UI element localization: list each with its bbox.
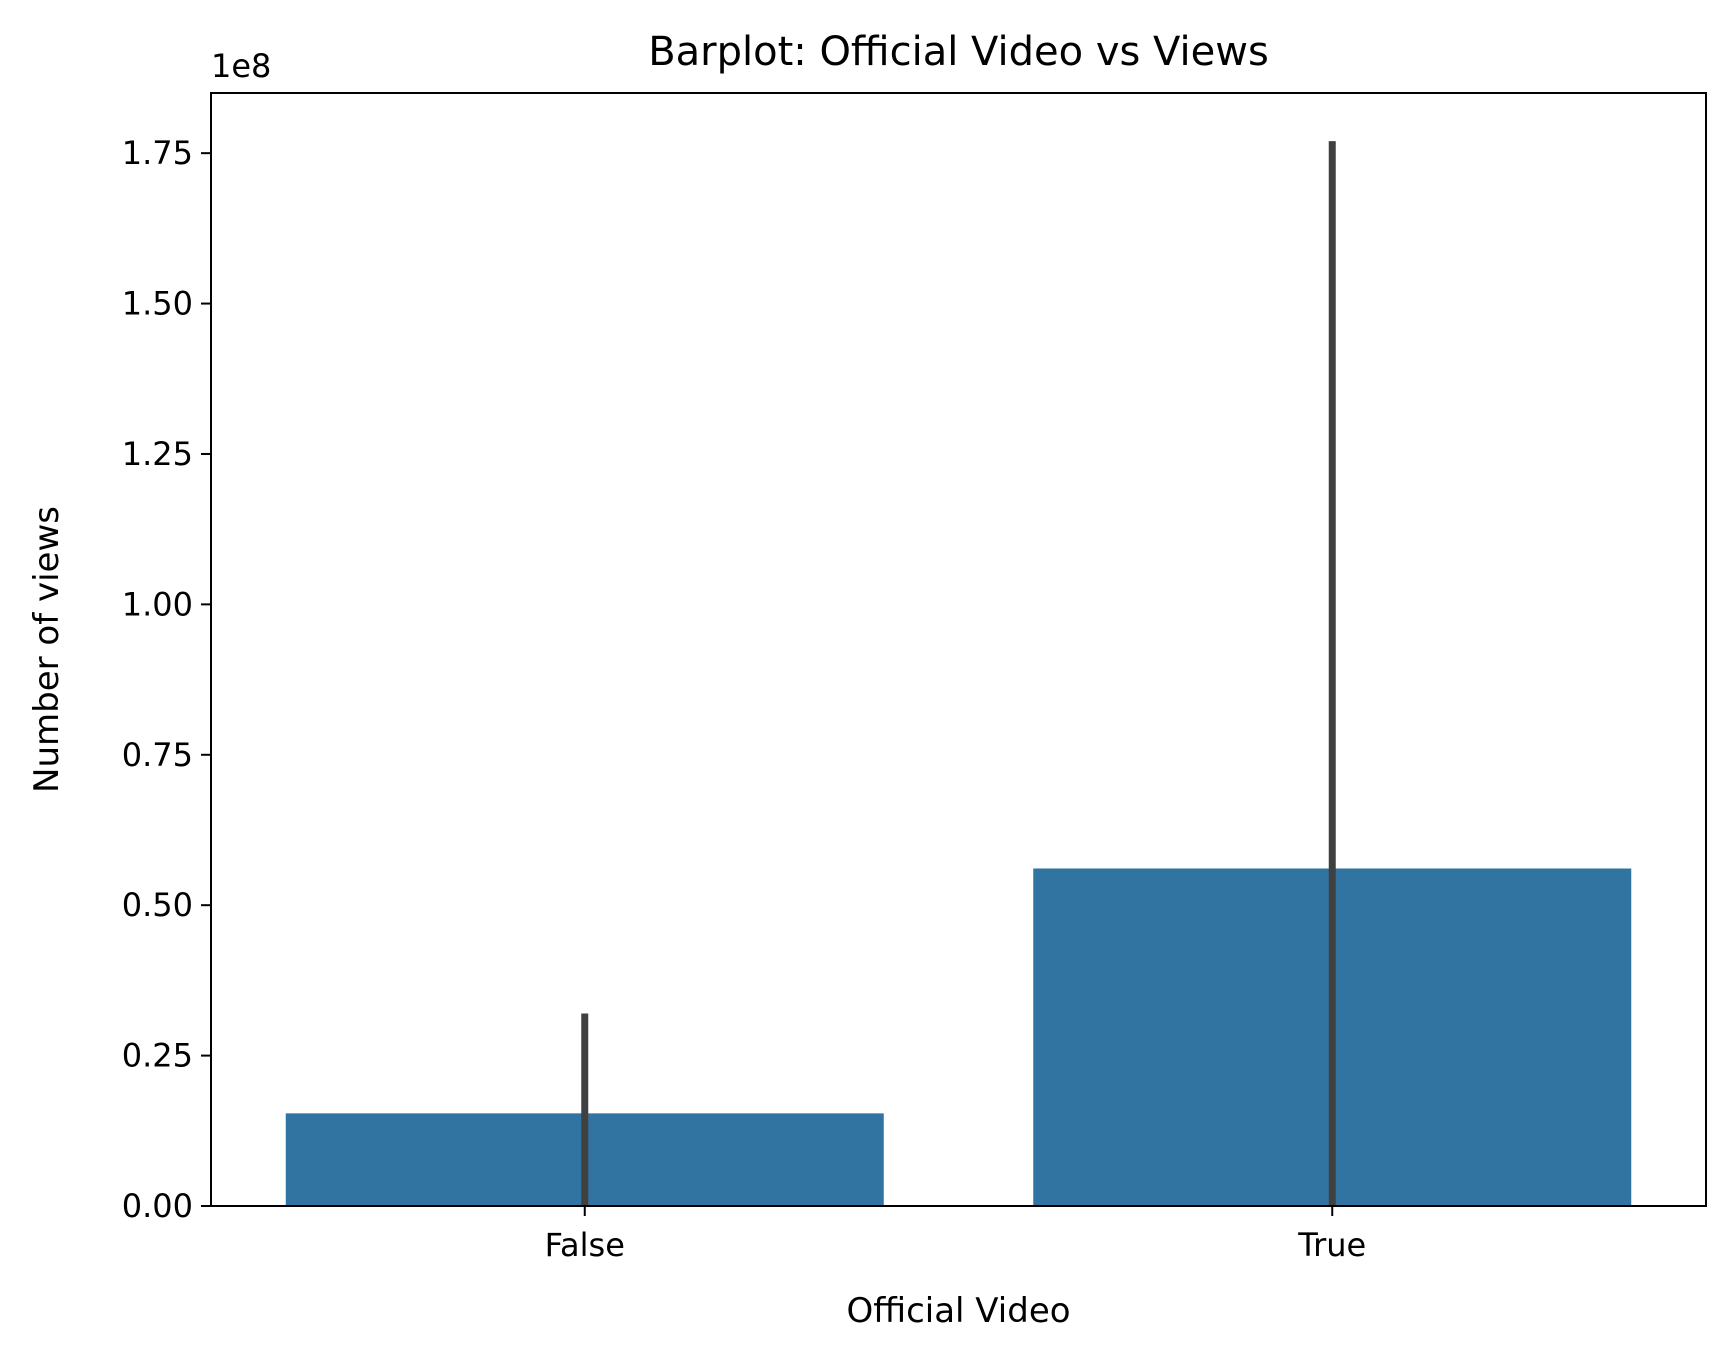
y-tick-label: 0.50: [122, 886, 193, 924]
x-axis-label: Official Video: [846, 1291, 1070, 1331]
y-axis-offset-label: 1e8: [211, 47, 271, 85]
y-tick-label: 1.25: [122, 435, 193, 473]
y-tick-label: 1.50: [122, 285, 193, 323]
x-tick-label: False: [545, 1226, 625, 1264]
plot-area-frame: [210, 92, 1707, 1207]
x-axis-ticks: False True: [545, 1206, 1366, 1264]
error-bars-layer: [581, 141, 1336, 1206]
y-tick-label: 1.00: [122, 585, 193, 623]
y-tick-label: 0.00: [122, 1187, 193, 1225]
y-tick-label: 0.25: [122, 1037, 193, 1075]
y-axis-ticks: 0.00 0.25 0.50 0.75 1.00 1.25 1.50 1.75: [122, 134, 211, 1225]
y-tick-label: 0.75: [122, 736, 193, 774]
chart-title: Barplot: Official Video vs Views: [648, 29, 1269, 75]
y-axis-label: Number of views: [27, 506, 67, 793]
y-tick-label: 1.75: [122, 134, 193, 172]
bars-layer: [285, 868, 1632, 1206]
x-tick-label: True: [1297, 1226, 1366, 1264]
